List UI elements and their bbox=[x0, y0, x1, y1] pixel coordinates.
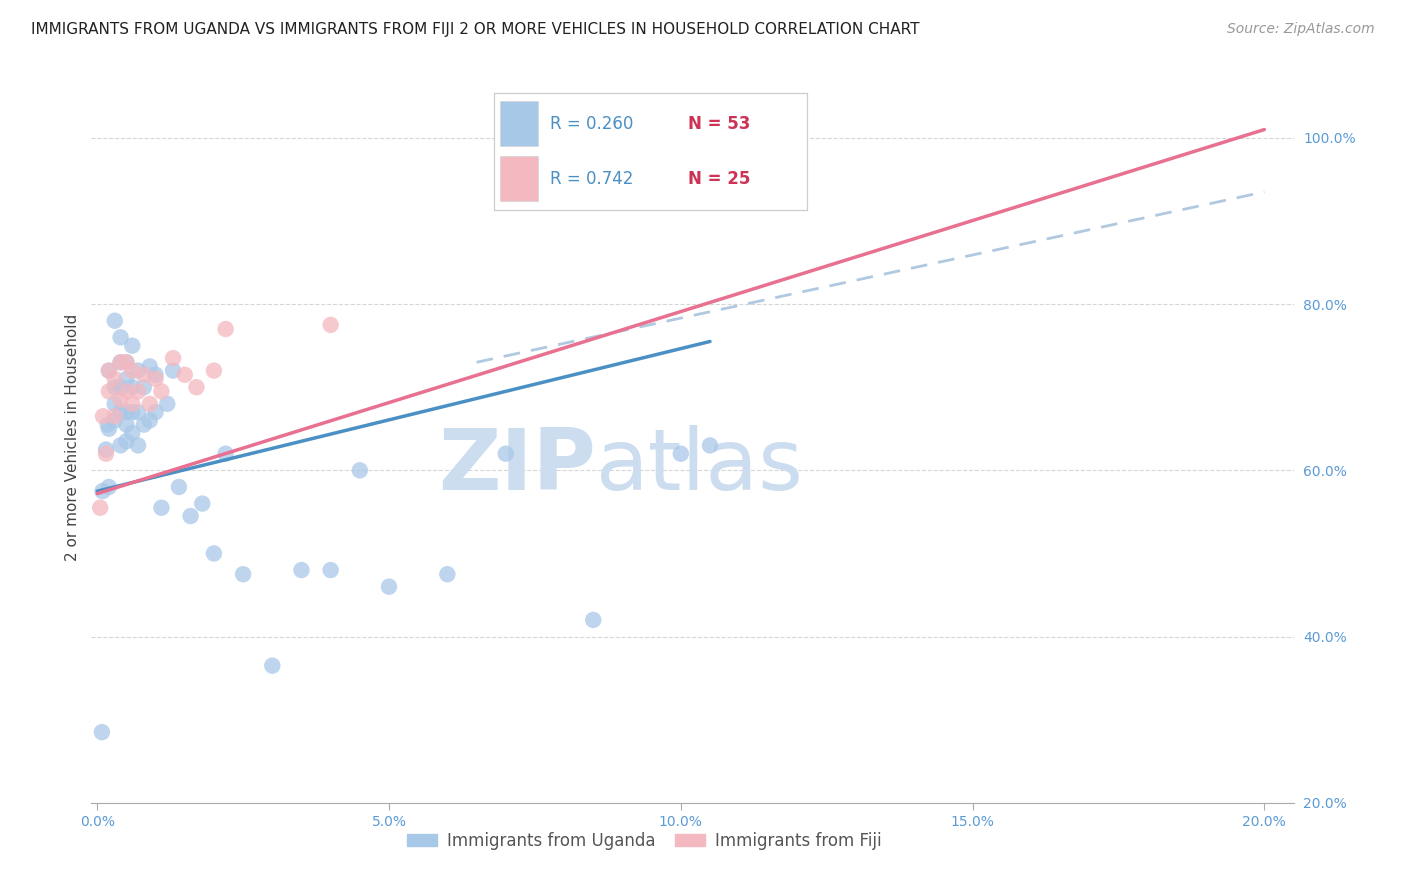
Point bbox=[495, 447, 517, 461]
Y-axis label: 2 or more Vehicles in Household: 2 or more Vehicles in Household bbox=[65, 313, 80, 561]
Point bbox=[115, 355, 138, 369]
Point bbox=[110, 380, 132, 394]
Point bbox=[121, 380, 143, 394]
Point bbox=[162, 351, 184, 365]
Point bbox=[97, 384, 120, 399]
Text: Source: ZipAtlas.com: Source: ZipAtlas.com bbox=[1227, 22, 1375, 37]
Point bbox=[145, 368, 167, 382]
Point bbox=[202, 546, 225, 560]
Point bbox=[90, 725, 112, 739]
Point bbox=[121, 397, 143, 411]
Point bbox=[127, 384, 149, 399]
Point bbox=[202, 363, 225, 377]
Point bbox=[115, 384, 138, 399]
Point bbox=[150, 384, 173, 399]
Point bbox=[132, 368, 155, 382]
Point bbox=[186, 380, 208, 394]
Point bbox=[167, 480, 190, 494]
Point bbox=[91, 409, 114, 424]
Point bbox=[150, 500, 173, 515]
Point bbox=[97, 480, 120, 494]
Point bbox=[145, 405, 167, 419]
Text: atlas: atlas bbox=[596, 425, 804, 508]
Point bbox=[436, 567, 458, 582]
Point bbox=[104, 380, 127, 394]
Point bbox=[132, 417, 155, 432]
Point bbox=[127, 438, 149, 452]
Point bbox=[121, 405, 143, 419]
Point bbox=[127, 363, 149, 377]
Point bbox=[110, 392, 132, 407]
Point bbox=[582, 613, 605, 627]
Point bbox=[319, 563, 342, 577]
Point bbox=[115, 355, 138, 369]
Point bbox=[127, 405, 149, 419]
Point bbox=[145, 372, 167, 386]
Point bbox=[94, 447, 117, 461]
Point bbox=[97, 363, 120, 377]
Point bbox=[104, 409, 127, 424]
Point bbox=[349, 463, 371, 477]
Point bbox=[139, 413, 162, 427]
Point bbox=[156, 397, 179, 411]
Point bbox=[115, 417, 138, 432]
Point bbox=[104, 397, 127, 411]
Point bbox=[91, 484, 114, 499]
Point bbox=[110, 355, 132, 369]
Point bbox=[97, 363, 120, 377]
Point bbox=[97, 417, 120, 432]
Point bbox=[110, 438, 132, 452]
Point bbox=[786, 131, 808, 145]
Point bbox=[115, 372, 138, 386]
Point bbox=[699, 438, 721, 452]
Point bbox=[232, 567, 254, 582]
Point bbox=[214, 322, 236, 336]
Point bbox=[121, 425, 143, 440]
Point bbox=[180, 509, 202, 524]
Point bbox=[121, 339, 143, 353]
Point bbox=[97, 422, 120, 436]
Point bbox=[89, 500, 111, 515]
Point bbox=[104, 314, 127, 328]
Legend: Immigrants from Uganda, Immigrants from Fiji: Immigrants from Uganda, Immigrants from … bbox=[401, 825, 889, 856]
Point bbox=[378, 580, 401, 594]
Point bbox=[104, 372, 127, 386]
Point bbox=[162, 363, 184, 377]
Text: IMMIGRANTS FROM UGANDA VS IMMIGRANTS FROM FIJI 2 OR MORE VEHICLES IN HOUSEHOLD C: IMMIGRANTS FROM UGANDA VS IMMIGRANTS FRO… bbox=[31, 22, 920, 37]
Point bbox=[110, 405, 132, 419]
Point bbox=[191, 497, 214, 511]
Point bbox=[110, 355, 132, 369]
Point bbox=[319, 318, 342, 332]
Point bbox=[290, 563, 312, 577]
Point bbox=[110, 330, 132, 344]
Point bbox=[214, 447, 236, 461]
Text: ZIP: ZIP bbox=[439, 425, 596, 508]
Point bbox=[669, 447, 692, 461]
Point bbox=[104, 413, 127, 427]
Point bbox=[94, 442, 117, 457]
Point bbox=[173, 368, 195, 382]
Point bbox=[115, 405, 138, 419]
Point bbox=[121, 363, 143, 377]
Point bbox=[139, 359, 162, 374]
Point bbox=[132, 380, 155, 394]
Point bbox=[139, 397, 162, 411]
Point bbox=[115, 434, 138, 449]
Point bbox=[262, 658, 284, 673]
